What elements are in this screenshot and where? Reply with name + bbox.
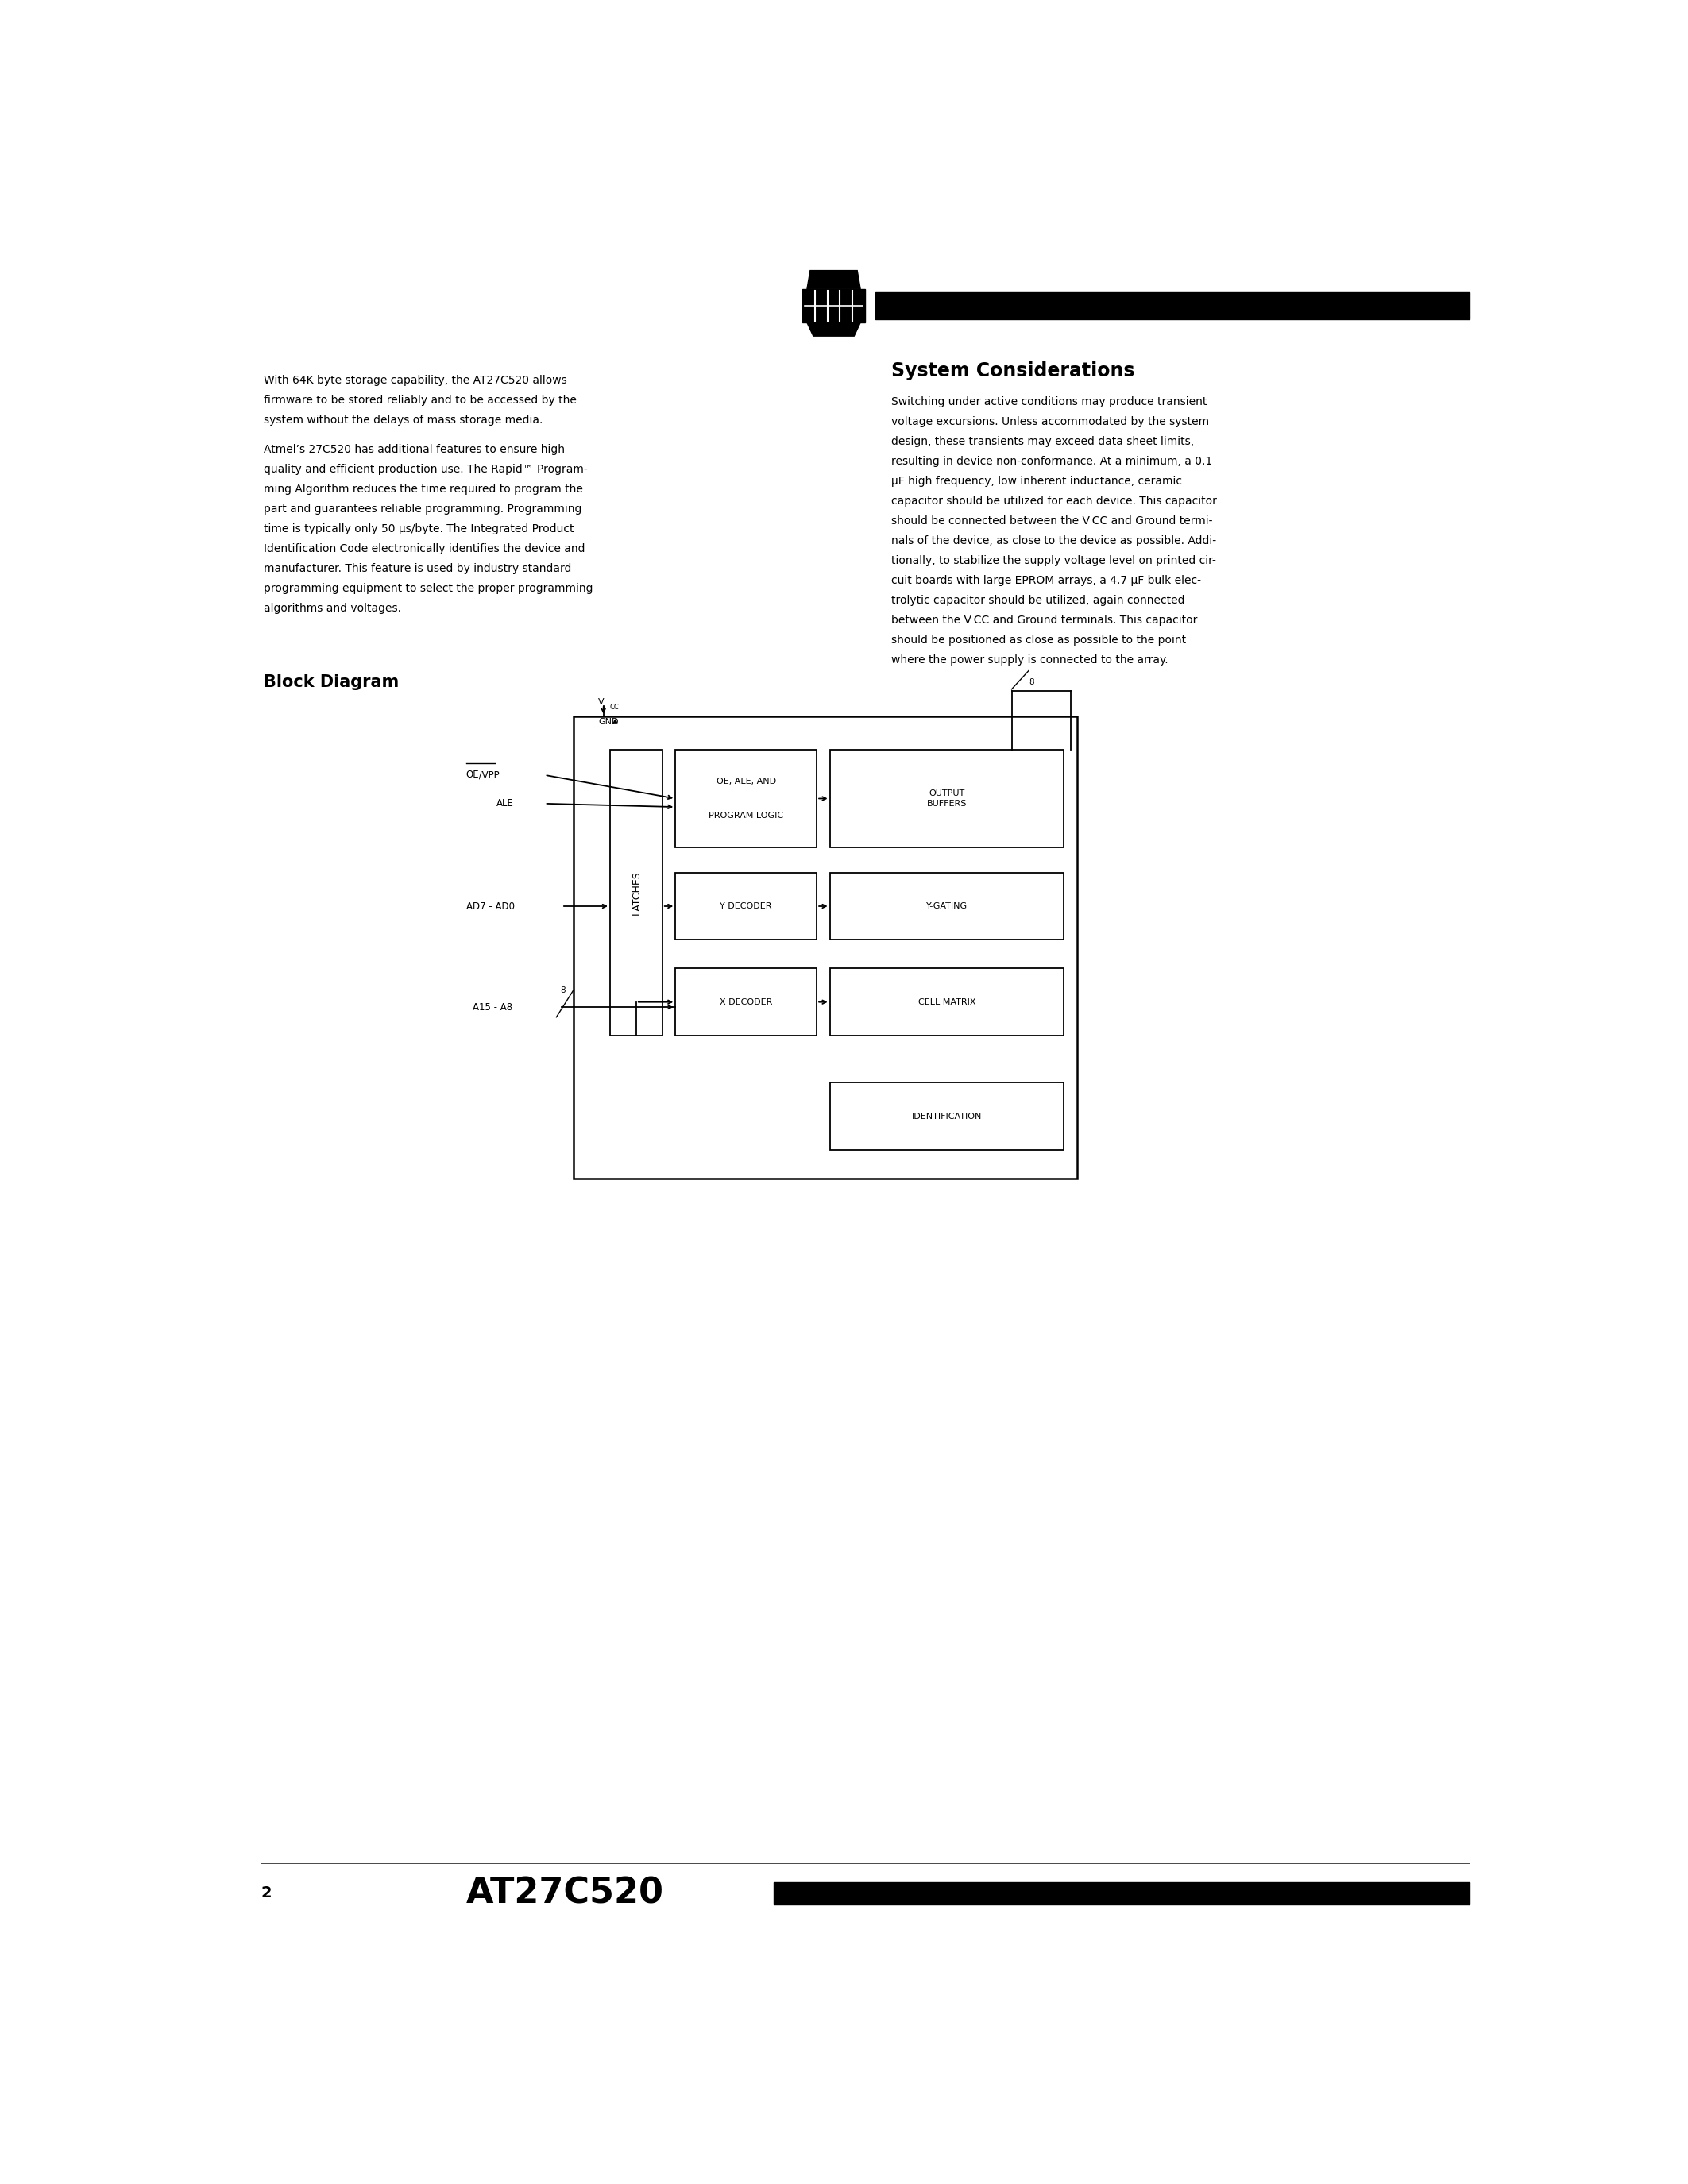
Text: Y-GATING: Y-GATING bbox=[927, 902, 967, 911]
Text: 2: 2 bbox=[260, 1885, 272, 1900]
Text: ming Algorithm reduces the time required to program the: ming Algorithm reduces the time required… bbox=[263, 485, 582, 496]
Text: manufacturer. This feature is used by industry standard: manufacturer. This feature is used by in… bbox=[263, 563, 571, 574]
Bar bbox=[675, 968, 817, 1035]
Polygon shape bbox=[807, 323, 861, 336]
Text: nals of the device, as close to the device as possible. Addi-: nals of the device, as close to the devi… bbox=[891, 535, 1217, 546]
Bar bbox=[830, 749, 1063, 847]
Text: X DECODER: X DECODER bbox=[719, 998, 773, 1007]
Text: OUTPUT
BUFFERS: OUTPUT BUFFERS bbox=[927, 788, 967, 808]
Text: resulting in device non-conformance. At a minimum, a 0.1: resulting in device non-conformance. At … bbox=[891, 456, 1212, 467]
Text: between the V CC and Ground terminals. This capacitor: between the V CC and Ground terminals. T… bbox=[891, 616, 1197, 627]
Text: Identification Code electronically identifies the device and: Identification Code electronically ident… bbox=[263, 544, 584, 555]
Text: μF high frequency, low inherent inductance, ceramic: μF high frequency, low inherent inductan… bbox=[891, 476, 1182, 487]
Text: OE: OE bbox=[466, 769, 479, 780]
Text: System Considerations: System Considerations bbox=[891, 360, 1134, 380]
Text: OE, ALE, AND: OE, ALE, AND bbox=[716, 778, 776, 786]
Text: quality and efficient production use. The Rapid™ Program-: quality and efficient production use. Th… bbox=[263, 463, 587, 476]
Text: part and guarantees reliable programming. Programming: part and guarantees reliable programming… bbox=[263, 505, 581, 515]
Text: AT27C520: AT27C520 bbox=[466, 1876, 663, 1911]
Bar bbox=[574, 716, 1077, 1179]
Bar bbox=[773, 1883, 1470, 1904]
Polygon shape bbox=[807, 271, 861, 288]
Text: CELL MATRIX: CELL MATRIX bbox=[918, 998, 976, 1007]
Bar bbox=[802, 288, 866, 323]
Bar bbox=[675, 874, 817, 939]
Text: ALE: ALE bbox=[496, 799, 513, 808]
Text: PROGRAM LOGIC: PROGRAM LOGIC bbox=[709, 812, 783, 819]
Text: AD7 - AD0: AD7 - AD0 bbox=[466, 902, 515, 911]
Bar bbox=[830, 968, 1063, 1035]
Text: programming equipment to select the proper programming: programming equipment to select the prop… bbox=[263, 583, 592, 594]
Text: algorithms and voltages.: algorithms and voltages. bbox=[263, 603, 400, 614]
Text: design, these transients may exceed data sheet limits,: design, these transients may exceed data… bbox=[891, 437, 1193, 448]
Text: GND: GND bbox=[598, 719, 618, 727]
Text: CC: CC bbox=[609, 703, 619, 712]
Text: time is typically only 50 μs/byte. The Integrated Product: time is typically only 50 μs/byte. The I… bbox=[263, 524, 574, 535]
Text: capacitor should be utilized for each device. This capacitor: capacitor should be utilized for each de… bbox=[891, 496, 1217, 507]
Bar bbox=[876, 293, 1470, 319]
Text: voltage excursions. Unless accommodated by the system: voltage excursions. Unless accommodated … bbox=[891, 417, 1209, 428]
Bar bbox=[675, 749, 817, 847]
Text: system without the delays of mass storage media.: system without the delays of mass storag… bbox=[263, 415, 542, 426]
Text: With 64K byte storage capability, the AT27C520 allows: With 64K byte storage capability, the AT… bbox=[263, 376, 567, 387]
Text: A15 - A8: A15 - A8 bbox=[473, 1002, 513, 1011]
Text: trolytic capacitor should be utilized, again connected: trolytic capacitor should be utilized, a… bbox=[891, 594, 1185, 607]
Text: cuit boards with large EPROM arrays, a 4.7 μF bulk elec-: cuit boards with large EPROM arrays, a 4… bbox=[891, 574, 1202, 585]
Text: V: V bbox=[598, 699, 604, 705]
Bar bbox=[830, 1083, 1063, 1151]
Text: Atmel’s 27C520 has additional features to ensure high: Atmel’s 27C520 has additional features t… bbox=[263, 443, 564, 454]
Text: should be positioned as close as possible to the point: should be positioned as close as possibl… bbox=[891, 636, 1187, 646]
Text: Y DECODER: Y DECODER bbox=[721, 902, 771, 911]
Text: 8: 8 bbox=[560, 987, 565, 994]
Text: firmware to be stored reliably and to be accessed by the: firmware to be stored reliably and to be… bbox=[263, 395, 576, 406]
Text: should be connected between the V CC and Ground termi-: should be connected between the V CC and… bbox=[891, 515, 1212, 526]
Text: OE/VPP: OE/VPP bbox=[466, 769, 500, 780]
Bar bbox=[830, 874, 1063, 939]
Text: Switching under active conditions may produce transient: Switching under active conditions may pr… bbox=[891, 397, 1207, 408]
Text: LATCHES: LATCHES bbox=[631, 871, 641, 915]
Text: where the power supply is connected to the array.: where the power supply is connected to t… bbox=[891, 655, 1168, 666]
Text: tionally, to stabilize the supply voltage level on printed cir-: tionally, to stabilize the supply voltag… bbox=[891, 555, 1215, 566]
Text: IDENTIFICATION: IDENTIFICATION bbox=[912, 1112, 982, 1120]
Bar bbox=[609, 749, 662, 1035]
Text: Block Diagram: Block Diagram bbox=[263, 675, 398, 690]
Text: 8: 8 bbox=[1028, 677, 1033, 686]
